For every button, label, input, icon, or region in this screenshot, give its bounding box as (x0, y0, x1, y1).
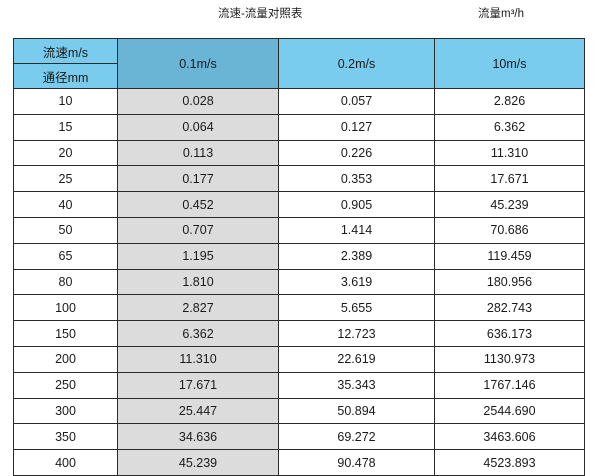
cell-flow-10: 17.671 (434, 165, 585, 193)
cell-flow-01: 17.671 (117, 371, 279, 399)
cell-flow-01: 2.827 (117, 294, 279, 322)
cell-diameter: 20 (13, 139, 118, 167)
cell-flow-10: 45.239 (434, 191, 585, 218)
cell-flow-02: 69.272 (278, 423, 435, 451)
table-row: 25 0.177 0.353 17.671 (13, 165, 585, 193)
cell-diameter: 200 (13, 345, 118, 373)
cell-flow-01: 34.636 (117, 423, 279, 451)
cell-flow-01: 0.452 (117, 191, 279, 218)
table-row: 80 1.810 3.619 180.956 (13, 268, 585, 296)
cell-flow-02: 50.894 (278, 397, 435, 425)
column-header-1: 0.2m/s (278, 38, 435, 89)
table-row: 20 0.113 0.226 11.310 (13, 139, 585, 167)
column-header-2: 10m/s (434, 38, 585, 89)
cell-flow-01: 45.239 (117, 449, 279, 476)
table-row: 400 45.239 90.478 4523.893 (13, 449, 585, 476)
cell-flow-01: 0.064 (117, 113, 279, 141)
table-row: 100 2.827 5.655 282.743 (13, 294, 585, 322)
cell-flow-10: 2544.690 (434, 397, 585, 425)
cell-flow-02: 35.343 (278, 371, 435, 399)
cell-flow-02: 1.414 (278, 216, 435, 244)
cell-flow-10: 4523.893 (434, 449, 585, 476)
cell-diameter: 50 (13, 216, 118, 244)
cell-flow-02: 12.723 (278, 320, 435, 347)
header-corner-velocity-label: 流速m/s (13, 38, 118, 64)
table-body: 流速m/s 0.1m/s 0.2m/s 10m/s 通径mm 10 0.028 … (13, 38, 585, 476)
cell-diameter: 80 (13, 268, 118, 296)
header-row-top: 流速m/s 0.1m/s 0.2m/s 10m/s (13, 38, 585, 89)
table-caption-title: 流速-流量对照表 (218, 8, 303, 20)
table-row: 250 17.671 35.343 1767.146 (13, 371, 585, 399)
cell-flow-10: 282.743 (434, 294, 585, 322)
cell-flow-01: 1.810 (117, 268, 279, 296)
cell-flow-02: 2.389 (278, 242, 435, 270)
table-row: 15 0.064 0.127 6.362 (13, 113, 585, 141)
cell-flow-02: 0.353 (278, 165, 435, 193)
cell-flow-10: 636.173 (434, 320, 585, 347)
cell-flow-10: 1130.973 (434, 345, 585, 373)
cell-flow-02: 90.478 (278, 449, 435, 476)
cell-diameter: 250 (13, 371, 118, 399)
cell-flow-10: 3463.606 (434, 423, 585, 451)
cell-flow-01: 0.177 (117, 165, 279, 193)
cell-diameter: 150 (13, 320, 118, 347)
table-row: 40 0.452 0.905 45.239 (13, 191, 585, 218)
cell-flow-10: 180.956 (434, 268, 585, 296)
cell-flow-01: 25.447 (117, 397, 279, 425)
cell-flow-02: 5.655 (278, 294, 435, 322)
cell-flow-01: 0.028 (117, 88, 279, 115)
header-row-bottom: 通径mm (13, 63, 585, 89)
cell-diameter: 350 (13, 423, 118, 451)
table-row: 10 0.028 0.057 2.826 (13, 88, 585, 115)
cell-flow-02: 0.057 (278, 88, 435, 115)
table-row: 300 25.447 50.894 2544.690 (13, 397, 585, 425)
cell-flow-10: 2.826 (434, 88, 585, 115)
cell-flow-01: 1.195 (117, 242, 279, 270)
cell-diameter: 10 (13, 88, 118, 115)
cell-diameter: 40 (13, 191, 118, 218)
header-corner-diameter-label: 通径mm (13, 63, 118, 89)
cell-flow-01: 11.310 (117, 345, 279, 373)
cell-diameter: 100 (13, 294, 118, 322)
caption-row: 流速-流量对照表 流量m³/h (0, 0, 600, 38)
cell-flow-02: 22.619 (278, 345, 435, 373)
table-row: 200 11.310 22.619 1130.973 (13, 345, 585, 373)
table-row: 350 34.636 69.272 3463.606 (13, 423, 585, 451)
cell-diameter: 300 (13, 397, 118, 425)
cell-flow-02: 0.127 (278, 113, 435, 141)
cell-flow-02: 0.905 (278, 191, 435, 218)
cell-flow-10: 1767.146 (434, 371, 585, 399)
cell-flow-01: 0.707 (117, 216, 279, 244)
cell-flow-01: 0.113 (117, 139, 279, 167)
velocity-flow-conversion-table: 流速m/s 0.1m/s 0.2m/s 10m/s 通径mm 10 0.028 … (13, 38, 585, 476)
column-header-0: 0.1m/s (117, 38, 279, 89)
cell-flow-10: 70.686 (434, 216, 585, 244)
cell-flow-01: 6.362 (117, 320, 279, 347)
cell-diameter: 25 (13, 165, 118, 193)
cell-diameter: 65 (13, 242, 118, 270)
table-row: 65 1.195 2.389 119.459 (13, 242, 585, 270)
cell-flow-10: 6.362 (434, 113, 585, 141)
cell-flow-10: 11.310 (434, 139, 585, 167)
table-row: 50 0.707 1.414 70.686 (13, 216, 585, 244)
conversion-table-container: 流速m/s 0.1m/s 0.2m/s 10m/s 通径mm 10 0.028 … (13, 38, 585, 476)
cell-flow-02: 0.226 (278, 139, 435, 167)
cell-diameter: 400 (13, 449, 118, 476)
cell-diameter: 15 (13, 113, 118, 141)
flow-unit-label: 流量m³/h (478, 8, 524, 20)
cell-flow-02: 3.619 (278, 268, 435, 296)
cell-flow-10: 119.459 (434, 242, 585, 270)
table-row: 150 6.362 12.723 636.173 (13, 320, 585, 347)
